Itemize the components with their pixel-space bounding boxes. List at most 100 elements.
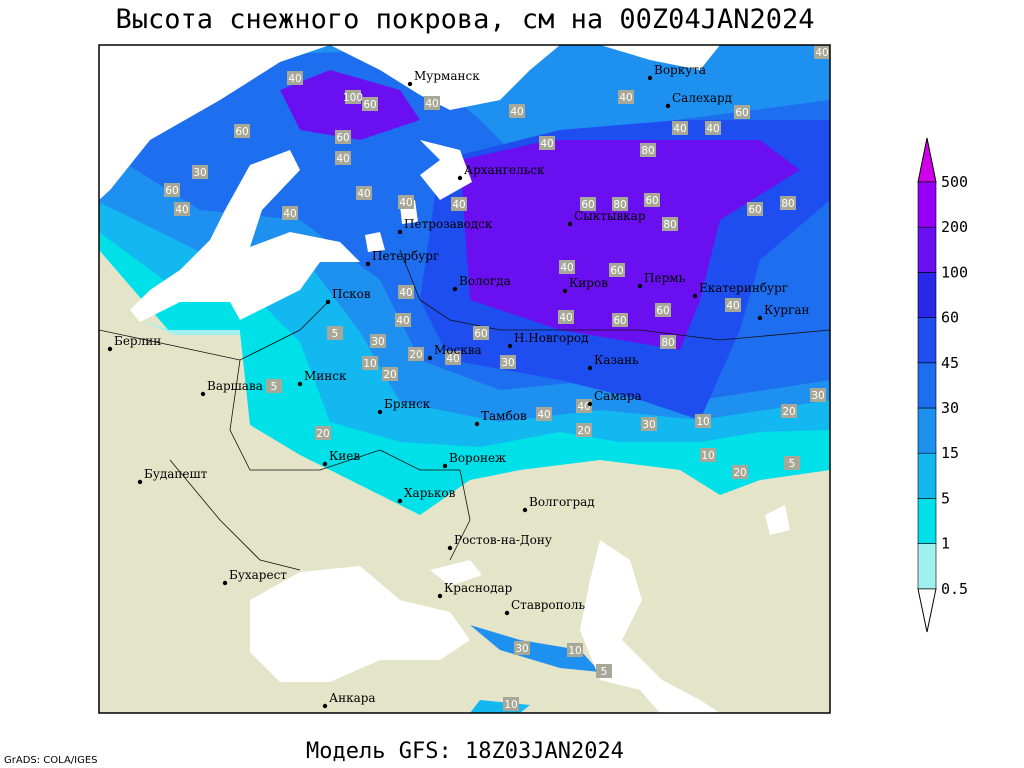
city-label: Варшава: [207, 379, 263, 393]
colorbar-label: 5: [941, 489, 950, 507]
contour-label: 40: [815, 47, 828, 59]
colorbar-box: [917, 181, 937, 228]
contour-label-box: [398, 285, 414, 299]
contour-label-box: [539, 136, 555, 150]
contour-label: 80: [663, 219, 676, 231]
contour-label: 10: [696, 416, 709, 428]
contour-label-box: [641, 417, 657, 431]
contour-label-box: [356, 186, 372, 200]
contour-label: 40: [288, 73, 301, 85]
colorbar-label: 200: [941, 218, 968, 236]
contour-label-box: [424, 96, 440, 110]
contour-label: 40: [560, 262, 573, 274]
credit: GrADS: COLA/IGES: [4, 755, 98, 766]
colorbar-label: 1: [941, 535, 950, 553]
contour-label-box: [734, 105, 750, 119]
contour-label: 40: [726, 300, 739, 312]
city-label: Берлин: [114, 334, 161, 348]
contour-label: 60: [610, 265, 623, 277]
contour-label-box: [609, 263, 625, 277]
map-frame: [98, 44, 831, 714]
lake: [765, 505, 790, 535]
contour-label: 5: [789, 458, 796, 470]
contour-label-box: [558, 310, 574, 324]
contour-label: 40: [673, 123, 686, 135]
contour-label: 30: [811, 390, 824, 402]
contour-label-box: [327, 326, 343, 340]
city-dot: [567, 221, 573, 227]
contour-label: 40: [175, 204, 188, 216]
city-dot: [587, 365, 593, 371]
contour-label: 60: [656, 305, 669, 317]
city-dot: [427, 355, 433, 361]
city-dot: [397, 498, 403, 504]
contour-label-box: [810, 388, 826, 402]
contour-label: 60: [165, 185, 178, 197]
snow-zone: [280, 70, 420, 140]
contour-label: 30: [371, 336, 384, 348]
contour-label: 5: [601, 666, 608, 678]
contour-label: 40: [452, 199, 465, 211]
city-label: Бухарест: [229, 568, 287, 582]
sea: [430, 560, 482, 586]
city-dot: [365, 261, 371, 267]
contour-label-box: [640, 143, 656, 157]
colorbar-box: [917, 543, 937, 590]
contour-label: 20: [316, 428, 329, 440]
contour-label-box: [445, 351, 461, 365]
contour-label-box: [164, 183, 180, 197]
contour-label-box: [382, 367, 398, 381]
city-dot: [397, 229, 403, 235]
city-dot: [457, 175, 463, 181]
contour-label: 30: [515, 643, 528, 655]
sea: [250, 566, 470, 682]
city-dot: [297, 381, 303, 387]
city-dot: [452, 286, 458, 292]
city-label: Н.Новгород: [514, 331, 589, 345]
city-dot: [522, 507, 528, 513]
contour-label-box: [781, 404, 797, 418]
city-label: Воркута: [654, 63, 706, 77]
city-label: Киев: [329, 449, 360, 463]
city-label: Казань: [594, 353, 639, 367]
contour-label: 40: [706, 123, 719, 135]
contour-label-box: [655, 303, 671, 317]
city-dot: [107, 346, 113, 352]
contour-label: 80: [661, 337, 674, 349]
contour-label: 20: [383, 369, 396, 381]
contour-label-box: [514, 641, 530, 655]
sea: [330, 45, 560, 110]
city-label: Анкара: [329, 691, 376, 705]
colorbar-box: [917, 272, 937, 318]
contour-label-box: [660, 335, 676, 349]
city-label: Краснодар: [444, 581, 513, 595]
city-label: Тамбов: [481, 409, 527, 423]
city-label: Минск: [304, 369, 347, 383]
city-label: Брянск: [384, 397, 431, 411]
contour-label: 40: [619, 92, 632, 104]
colorbar-label: 15: [941, 444, 959, 462]
contour-label: 40: [540, 138, 553, 150]
city-dot: [325, 299, 331, 305]
contour-label-box: [576, 399, 592, 413]
contour-label-box: [618, 90, 634, 104]
contour-label: 60: [363, 99, 376, 111]
contour-label-box: [345, 90, 361, 104]
city-dot: [437, 593, 443, 599]
city-label: Волгоград: [529, 495, 595, 509]
snow-zone: [140, 320, 240, 335]
contour-label: 40: [357, 188, 370, 200]
colorbar-cap: [917, 588, 937, 633]
lake: [365, 232, 385, 252]
contour-label-box: [503, 697, 519, 711]
colorbar-label: 60: [941, 309, 959, 327]
sea: [580, 540, 720, 713]
contour-label-box: [335, 151, 351, 165]
colorbar-box: [917, 362, 937, 409]
contour-label-box: [596, 664, 612, 678]
colorbar-box: [917, 226, 937, 273]
city-dot: [137, 479, 143, 485]
border: [449, 469, 471, 561]
